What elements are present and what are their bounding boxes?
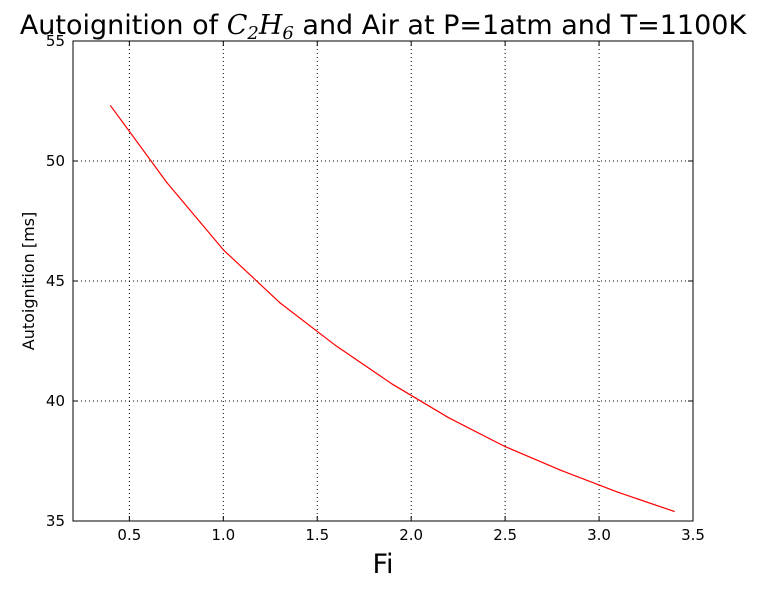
x-tick-label: 2.5 <box>493 526 517 544</box>
chart-title-formula-sub-6: 6 <box>282 23 293 44</box>
y-tick-label: 40 <box>46 392 65 410</box>
grid-lines <box>73 41 693 521</box>
data-point <box>617 491 619 493</box>
chart-title-formula-h: H <box>258 10 283 41</box>
data-point <box>673 510 675 512</box>
y-tick-labels: 35 40 45 50 55 <box>46 32 65 530</box>
x-tick-label: 2.0 <box>399 526 423 544</box>
chart-title-prefix: Autoignition of <box>20 10 227 41</box>
y-tick-label: 35 <box>46 512 65 530</box>
data-point <box>109 105 112 107</box>
chart-title-formula-c: C <box>227 10 248 41</box>
y-tick-label: 55 <box>46 32 65 50</box>
y-axis-label: Autoignition [ms] <box>19 212 38 350</box>
x-tick-label: 0.5 <box>117 526 141 544</box>
x-tick-label: 3.0 <box>587 526 611 544</box>
x-tick-label: 3.5 <box>681 526 705 544</box>
x-tick-label: 1.5 <box>305 526 329 544</box>
data-point <box>279 302 281 304</box>
series-layer <box>109 105 675 512</box>
data-point <box>391 383 393 385</box>
plot-frame <box>72 40 694 522</box>
data-point <box>504 446 506 448</box>
chart-title: Autoignition of C2H6 and Air at P=1atm a… <box>20 10 748 44</box>
data-point <box>560 470 563 472</box>
data-point <box>222 249 224 251</box>
data-point <box>335 345 337 347</box>
x-tick-label: 1.0 <box>211 526 235 544</box>
chart-title-suffix: and Air at P=1atm and T=1100K <box>294 10 748 41</box>
y-tick-label: 50 <box>46 152 65 170</box>
y-tick-label: 45 <box>46 272 65 290</box>
data-point <box>166 182 168 184</box>
data-point <box>448 417 450 419</box>
x-axis-label: Fi <box>372 549 393 580</box>
chart-title-formula-sub-2: 2 <box>246 23 258 44</box>
x-tick-labels: 0.5 1.0 1.5 2.0 2.5 3.0 3.5 <box>117 526 704 544</box>
